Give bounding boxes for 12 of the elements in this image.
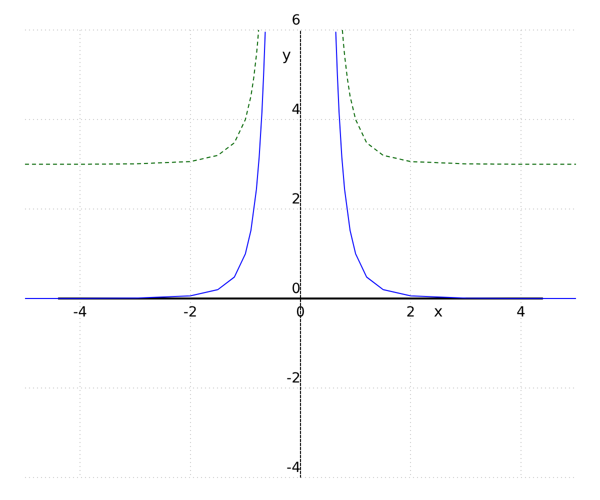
y-tick-label: -2 [286, 370, 300, 387]
x-tick-label: -4 [73, 304, 88, 321]
y-axis-title: y [282, 46, 292, 64]
x-tick-label: 2 [406, 304, 416, 321]
y-tick-label: 6 [292, 12, 301, 29]
x-tick-label: 4 [516, 304, 526, 321]
y-tick-label: 2 [292, 192, 300, 208]
x-tick-label: -2 [183, 304, 198, 321]
y-tick-label: -4 [286, 460, 301, 476]
x-axis-title: x [434, 302, 443, 320]
y-tick-label: 4 [292, 102, 301, 118]
y-tick-label: 0 [292, 281, 300, 298]
